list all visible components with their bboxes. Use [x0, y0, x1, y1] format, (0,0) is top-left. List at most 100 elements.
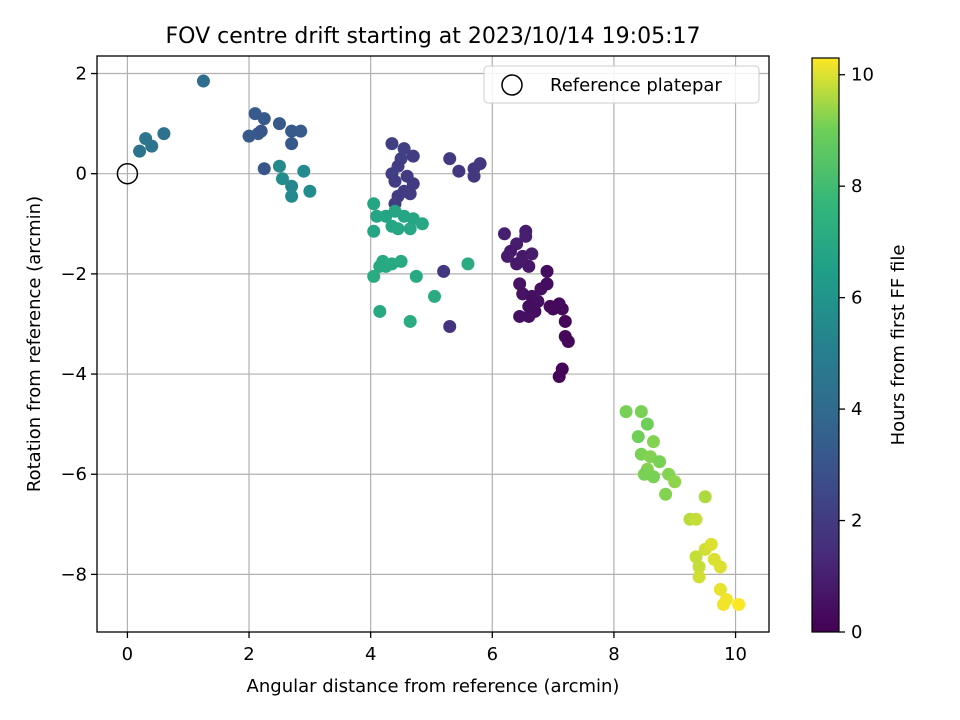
- colorbar-frame: [811, 57, 840, 633]
- data-point: [558, 314, 572, 328]
- data-point: [668, 475, 682, 489]
- data-point: [385, 137, 399, 151]
- data-point: [196, 74, 210, 88]
- data-point: [367, 197, 381, 211]
- data-point: [367, 224, 381, 238]
- data-point: [428, 289, 442, 303]
- colorbar: 0 2 4 6 8 10 Hours from first FF file: [811, 57, 909, 643]
- data-point: [646, 470, 660, 484]
- data-point: [513, 309, 527, 323]
- data-point: [403, 314, 417, 328]
- data-point: [285, 124, 299, 138]
- data-point: [653, 455, 667, 469]
- data-point: [406, 177, 420, 191]
- data-point: [452, 164, 466, 178]
- data-point: [659, 487, 673, 501]
- data-point: [461, 257, 475, 271]
- data-point: [713, 582, 727, 596]
- data-point: [303, 184, 317, 198]
- reference-marker-layer: [116, 162, 139, 185]
- data-point: [388, 174, 402, 188]
- data-point: [546, 302, 560, 316]
- data-point: [522, 259, 536, 273]
- data-point: [497, 227, 511, 241]
- data-point: [443, 319, 457, 333]
- data-point: [406, 149, 420, 163]
- data-point: [473, 157, 487, 171]
- data-point: [133, 144, 147, 158]
- colorbar-tick-label: 4: [851, 399, 862, 420]
- y-tick-label: 2: [76, 64, 87, 85]
- data-point: [555, 302, 569, 316]
- data-point: [443, 152, 457, 166]
- data-point: [403, 187, 417, 201]
- data-point: [634, 405, 648, 419]
- data-point: [297, 164, 311, 178]
- colorbar-tick-label: 10: [851, 65, 874, 86]
- data-point: [732, 597, 746, 611]
- data-point: [272, 117, 286, 131]
- y-tick-label: −6: [60, 464, 87, 485]
- colorbar-label: Hours from first FF file: [888, 245, 909, 446]
- data-point: [522, 309, 536, 323]
- data-point: [552, 370, 566, 384]
- colorbar-tick-label: 8: [851, 176, 862, 197]
- data-point: [275, 172, 289, 186]
- data-point: [391, 222, 405, 236]
- data-point: [285, 137, 299, 151]
- data-point: [370, 209, 384, 223]
- reference-platepar-marker: [116, 162, 139, 185]
- data-point: [510, 257, 524, 271]
- data-point: [403, 222, 417, 236]
- data-point: [540, 264, 554, 278]
- y-tick-label: −2: [60, 264, 87, 285]
- data-point: [397, 142, 411, 156]
- y-tick-label: −8: [60, 564, 87, 585]
- legend-label: Reference platepar: [550, 75, 722, 96]
- data-point: [513, 277, 527, 291]
- data-point: [713, 560, 727, 574]
- data-point: [272, 159, 286, 173]
- data-point: [525, 247, 539, 261]
- data-point: [640, 417, 654, 431]
- data-point: [139, 132, 153, 146]
- chart-title: FOV centre drift starting at 2023/10/14 …: [166, 24, 701, 49]
- data-point: [373, 259, 387, 273]
- data-point: [367, 269, 381, 283]
- colorbar-tick-label: 6: [851, 288, 862, 309]
- data-point: [704, 537, 718, 551]
- data-point: [394, 254, 408, 268]
- data-point: [257, 162, 271, 176]
- data-point: [698, 490, 712, 504]
- colorbar-gradient: [812, 58, 839, 632]
- data-point: [519, 229, 533, 243]
- x-tick-label: 10: [724, 644, 747, 665]
- data-point: [388, 204, 402, 218]
- x-tick-label: 6: [487, 644, 498, 665]
- x-tick-label: 4: [365, 644, 376, 665]
- data-point: [540, 277, 554, 291]
- data-point: [294, 124, 308, 138]
- grid: [97, 56, 769, 632]
- y-tick-label: 0: [76, 164, 87, 185]
- data-point: [285, 189, 299, 203]
- data-point: [242, 129, 256, 143]
- legend-box: [483, 65, 760, 104]
- data-point: [689, 550, 703, 564]
- colorbar-tick-label: 2: [851, 511, 862, 532]
- data-point: [157, 127, 171, 141]
- data-point: [254, 124, 268, 138]
- data-points: [133, 74, 746, 611]
- legend: Reference platepar: [483, 65, 760, 104]
- data-point: [689, 512, 703, 526]
- x-tick-label: 8: [608, 644, 619, 665]
- data-point: [285, 179, 299, 193]
- data-point: [692, 570, 706, 584]
- y-axis-label: Rotation from reference (arcmin): [24, 196, 45, 492]
- data-point: [631, 430, 645, 444]
- data-point: [561, 334, 575, 348]
- data-point: [409, 269, 423, 283]
- x-tick-label: 0: [122, 644, 133, 665]
- x-axis-label: Angular distance from reference (arcmin): [247, 676, 620, 697]
